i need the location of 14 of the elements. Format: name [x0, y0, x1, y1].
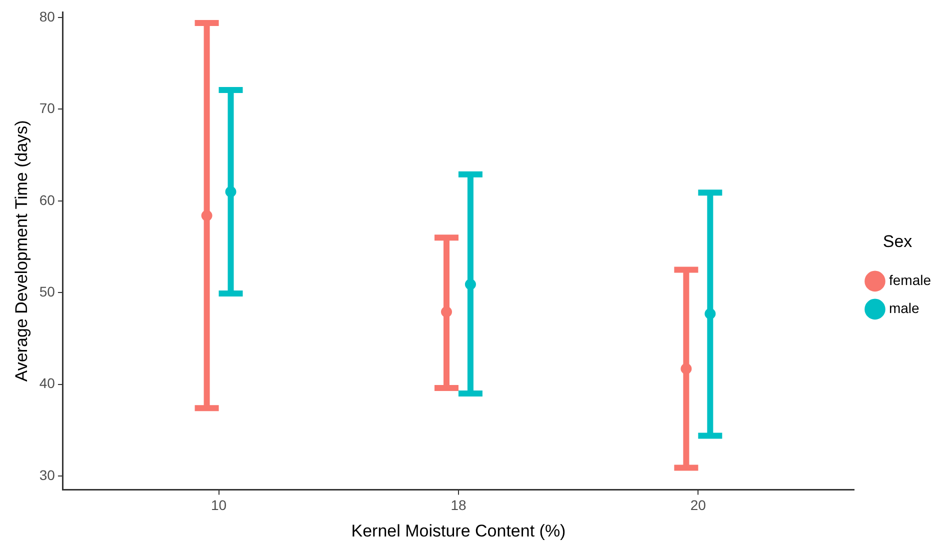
- x-tick-label: 20: [690, 497, 706, 514]
- legend-label: male: [888, 300, 920, 316]
- y-tick-label: 30: [39, 466, 56, 483]
- y-axis-title: Average Development Time (days): [12, 120, 31, 382]
- x-tick-label: 18: [450, 497, 466, 514]
- y-tick-label: 80: [39, 8, 56, 24]
- x-axis-title: Kernel Moisture Content (%): [351, 521, 566, 540]
- legend-title: Sex: [882, 232, 913, 251]
- y-tick-label: 40: [39, 375, 56, 392]
- y-tick-label: 70: [39, 100, 56, 116]
- x-tick-label: 10: [210, 497, 227, 514]
- legend-label: female: [888, 272, 932, 288]
- y-tick-label: 60: [39, 192, 56, 208]
- y-tick-label: 50: [39, 283, 56, 300]
